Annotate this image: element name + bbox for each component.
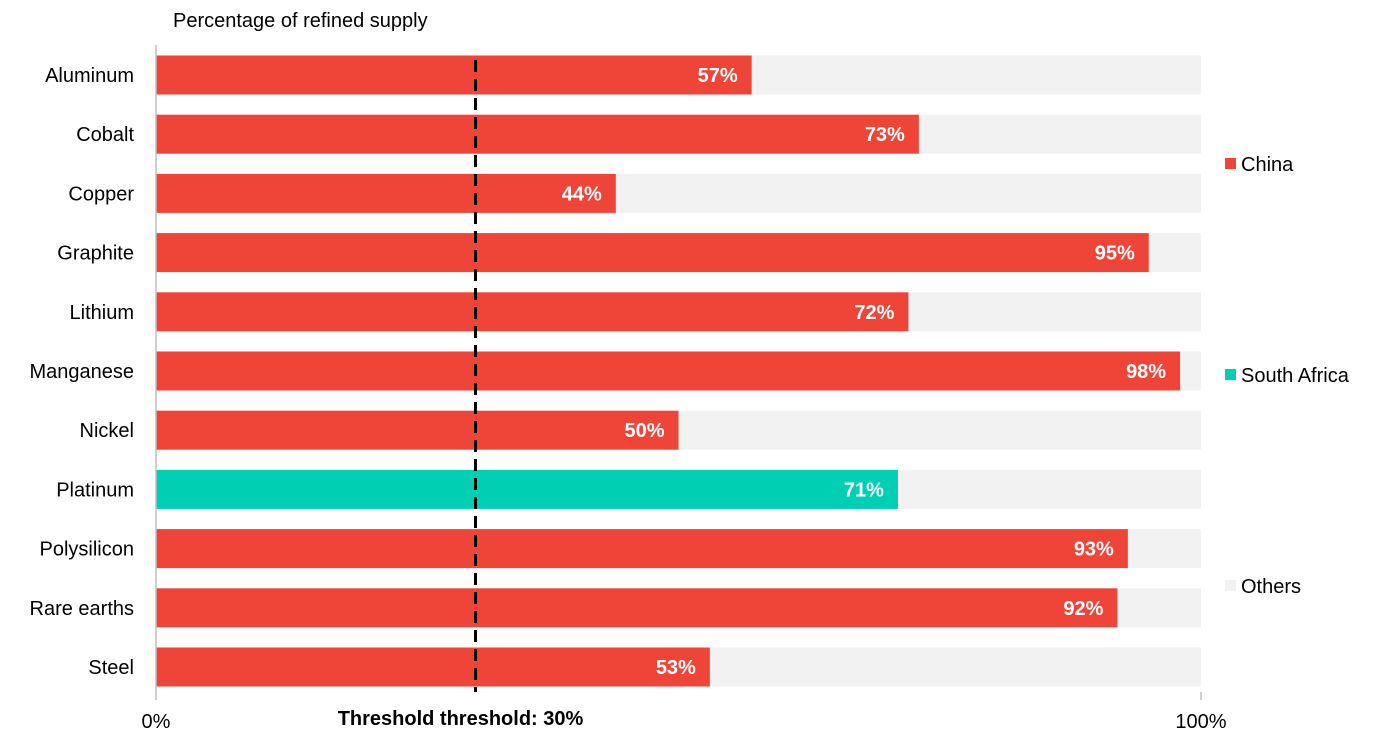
legend-label-china: China <box>1241 154 1294 176</box>
category-labels: Aluminum Cobalt Copper Graphite Lithium Manga… <box>29 65 134 679</box>
category-label: Copper <box>68 183 134 205</box>
category-label: Steel <box>88 657 134 679</box>
legend-swatch-others <box>1225 580 1236 591</box>
legend-label-south-africa: South Africa <box>1241 365 1350 387</box>
value-label: 98% <box>1126 361 1166 383</box>
value-label: 95% <box>1095 243 1135 265</box>
category-label: Aluminum <box>45 65 134 87</box>
bar-lithium <box>156 292 909 332</box>
value-label: 53% <box>656 657 696 679</box>
value-label: 92% <box>1063 598 1103 620</box>
value-label: 93% <box>1074 539 1114 561</box>
category-label: Nickel <box>80 420 134 442</box>
chart-subtitle: Percentage of refined supply <box>173 10 428 32</box>
bars-group <box>156 55 1201 687</box>
legend-swatch-south-africa <box>1225 369 1236 380</box>
threshold-label: Threshold threshold: 30% <box>338 708 584 730</box>
legend-label-others: Others <box>1241 576 1301 598</box>
bar-platinum <box>156 469 898 509</box>
category-label: Graphite <box>57 243 134 265</box>
legend-swatch-china <box>1225 158 1236 169</box>
category-label: Manganese <box>29 361 134 383</box>
bar-graphite <box>156 233 1149 273</box>
x-tick-label-100: 100% <box>1175 711 1226 733</box>
value-label: 50% <box>624 420 664 442</box>
legend: China South Africa Others <box>1225 154 1350 598</box>
bar-copper <box>156 173 616 213</box>
category-label: Lithium <box>70 302 134 324</box>
category-label: Rare earths <box>30 598 135 620</box>
value-label: 57% <box>698 65 738 87</box>
bar-polysilicon <box>156 529 1128 569</box>
value-label: 73% <box>865 124 905 146</box>
category-label: Cobalt <box>76 124 134 146</box>
value-label: 44% <box>562 183 602 205</box>
bar-steel <box>156 647 710 687</box>
category-label: Polysilicon <box>40 539 134 561</box>
category-label: Platinum <box>56 479 134 501</box>
bar-aluminum <box>156 55 752 95</box>
value-label: 71% <box>844 479 884 501</box>
value-label: 72% <box>854 302 894 324</box>
value-labels: 57% 73% 44% 95% 72% 98% 50% 71% 93% 92% 53% <box>562 65 1167 679</box>
bar-cobalt <box>156 114 919 154</box>
bar-nickel <box>156 410 679 450</box>
bar-rare-earths <box>156 588 1118 628</box>
x-tick-label-0: 0% <box>142 711 171 733</box>
bar-manganese <box>156 351 1181 391</box>
